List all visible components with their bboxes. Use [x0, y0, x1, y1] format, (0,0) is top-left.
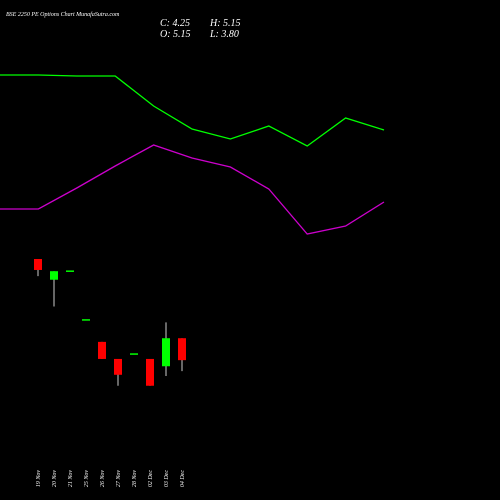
- x-tick-label: 03 Dec: [164, 470, 170, 487]
- x-tick-label: 27 Nov: [116, 470, 122, 488]
- candle-body: [82, 319, 90, 321]
- x-tick-label: 04 Dec: [179, 470, 186, 487]
- chart-title: BSE 2250 PE Options Chart MunafaSutra.co…: [6, 11, 120, 18]
- candle-body: [146, 358, 154, 386]
- indicator-line: [0, 74, 385, 147]
- candle-body: [178, 338, 186, 361]
- x-tick-label: 21 Nov: [68, 470, 74, 488]
- candle-body: [66, 270, 74, 272]
- x-tick-label: 19 Nov: [36, 470, 42, 488]
- x-tick-label: 02 Dec: [148, 470, 154, 487]
- low-info: L: 3.80: [209, 29, 239, 40]
- candle-body: [130, 353, 138, 355]
- indicator-line: [0, 144, 385, 235]
- open-info: O: 5.15: [160, 29, 191, 40]
- candle-body: [98, 341, 106, 359]
- close-info: C: 4.25: [160, 18, 190, 29]
- x-tick-label: 28 Nov: [132, 470, 138, 488]
- x-tick-label: 20 Nov: [52, 470, 58, 488]
- candle-body: [50, 271, 58, 280]
- high-info: H: 5.15: [209, 18, 241, 29]
- x-tick-label: 25 Nov: [84, 470, 90, 488]
- candle-body: [34, 259, 42, 270]
- candle-body: [114, 358, 122, 375]
- x-tick-label: 26 Nov: [100, 470, 106, 488]
- candle-body: [162, 338, 170, 367]
